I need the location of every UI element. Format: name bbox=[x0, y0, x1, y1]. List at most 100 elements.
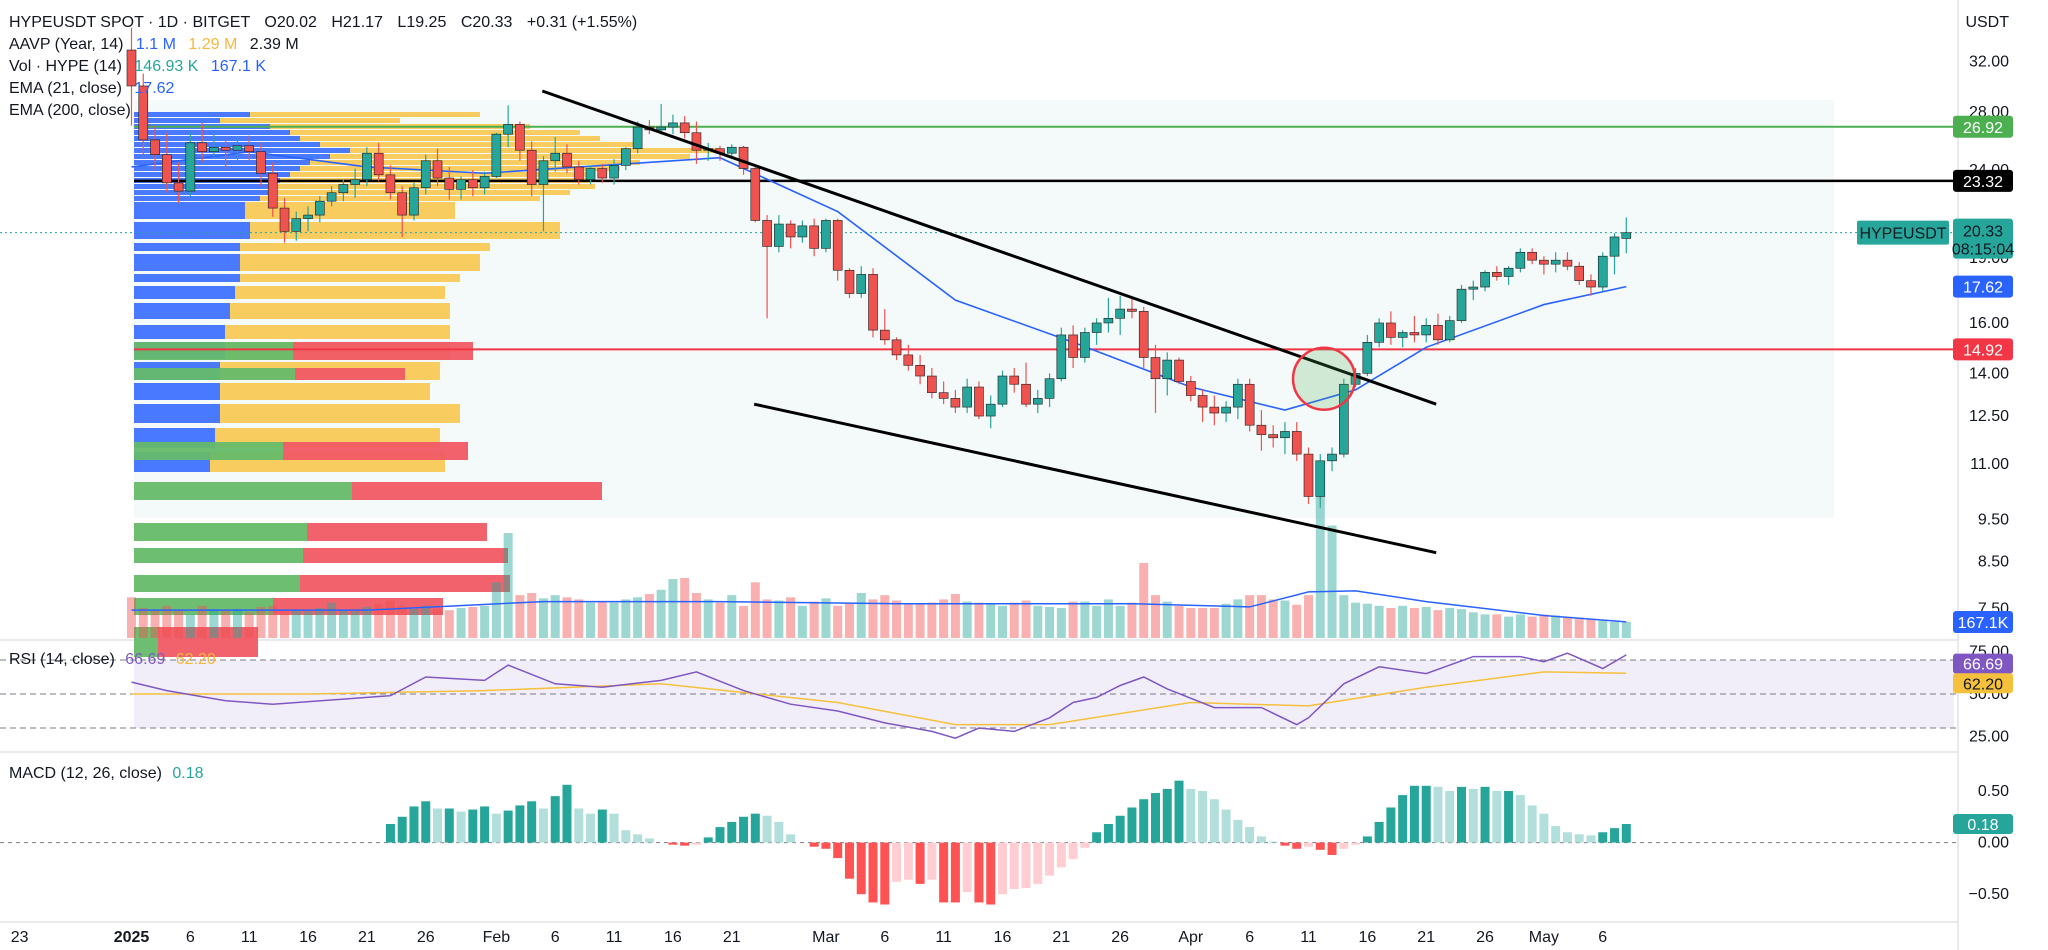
rsi-legend[interactable]: RSI (14, close) 66.69 62.20 bbox=[9, 651, 216, 669]
macd-histogram-bar bbox=[668, 842, 678, 845]
macd-histogram-bar bbox=[1068, 842, 1078, 860]
volume-bar bbox=[209, 609, 219, 638]
volume-bar bbox=[880, 595, 890, 638]
volume-bar bbox=[1256, 595, 1266, 638]
volume-bar bbox=[1457, 609, 1467, 638]
candle-body bbox=[503, 123, 513, 135]
candlesticks[interactable] bbox=[126, 27, 1632, 508]
tag-symbol-bg bbox=[1857, 220, 1949, 245]
candle-body bbox=[915, 365, 925, 377]
main-legend: HYPEUSDT SPOT · 1D · BITGET O20.02 H21.1… bbox=[9, 12, 637, 122]
volume-bar bbox=[1386, 608, 1396, 638]
candle-body bbox=[185, 142, 196, 192]
macd-histogram-bar bbox=[809, 842, 819, 847]
volume-bar bbox=[244, 612, 254, 638]
vp-bar-up bbox=[134, 142, 320, 147]
macd-legend[interactable]: MACD (12, 26, close) 0.18 bbox=[9, 765, 204, 783]
time-label: 11 bbox=[241, 929, 258, 946]
time-axis[interactable]: 23 2025 6 11 16 21 26 Feb 6 11 16 21 Mar 6 11 16 21 26 Apr… bbox=[11, 929, 1608, 946]
candle-body bbox=[1562, 259, 1573, 267]
candle-body bbox=[844, 269, 855, 294]
volume-bar bbox=[1315, 488, 1325, 638]
candle-body bbox=[1574, 265, 1585, 281]
volume-bar bbox=[1280, 600, 1290, 638]
volume-bar bbox=[1480, 614, 1490, 638]
aavp-value-total: 2.39 M bbox=[249, 36, 299, 53]
macd-histogram-bar bbox=[621, 830, 631, 843]
candle-body bbox=[809, 225, 819, 249]
macd-tick-label: −0.50 bbox=[1969, 886, 2010, 903]
vp-bar-up bbox=[134, 154, 330, 159]
volume-bar bbox=[1233, 599, 1243, 638]
macd-histogram-bar bbox=[903, 842, 913, 880]
candle-body bbox=[1221, 406, 1231, 414]
vp-bar-up bbox=[134, 254, 240, 271]
aavp-legend[interactable]: AAVP (Year, 14) 1.1 M 1.29 M 2.39 M bbox=[9, 34, 637, 56]
candle-body bbox=[1032, 398, 1043, 405]
time-label: 21 bbox=[358, 929, 376, 946]
vp-bar-up bbox=[134, 383, 220, 400]
symbol-title[interactable]: HYPEUSDT SPOT · 1D · BITGET bbox=[9, 14, 250, 31]
tag-macd-bg bbox=[1953, 814, 2013, 834]
volume-bar bbox=[385, 600, 395, 638]
volume-bar bbox=[1468, 612, 1478, 638]
trendlines[interactable] bbox=[541, 89, 1437, 555]
macd-histogram-bar bbox=[1621, 824, 1631, 843]
aavp-value-up: 1.1 M bbox=[135, 36, 176, 53]
volume-bar bbox=[1080, 601, 1090, 638]
volume-bar bbox=[1245, 595, 1255, 638]
macd-histogram-bar bbox=[527, 801, 537, 843]
rsi-ma-line bbox=[131, 671, 1627, 726]
volume-bar bbox=[997, 605, 1007, 638]
candle-body bbox=[1244, 383, 1255, 426]
macd-histogram-bar bbox=[915, 842, 925, 884]
candle-body bbox=[538, 160, 549, 185]
candle-body bbox=[1303, 453, 1314, 497]
ema21-legend[interactable]: EMA (21, close) 17.62 bbox=[9, 78, 637, 100]
vol-ma-value: 167.1 K bbox=[210, 58, 267, 75]
volume-bar bbox=[1268, 599, 1278, 638]
volume-bar bbox=[691, 593, 701, 638]
volume-pane bbox=[127, 488, 1631, 638]
candle-body bbox=[1421, 325, 1431, 336]
volume-bar bbox=[1115, 605, 1125, 638]
volume-bar bbox=[162, 605, 172, 638]
macd-histogram-bar bbox=[1045, 842, 1055, 876]
vp-bar-down bbox=[250, 222, 560, 239]
macd-histogram-bar bbox=[833, 842, 843, 859]
candle-body bbox=[515, 123, 525, 151]
volume-bar bbox=[809, 601, 819, 638]
macd-histogram-bar bbox=[1386, 807, 1396, 843]
vp-bar-up bbox=[134, 172, 290, 177]
candle-body bbox=[338, 184, 349, 194]
time-label: 26 bbox=[417, 929, 435, 946]
vol-legend[interactable]: Vol · HYPE (14) 146.93 K 167.1 K bbox=[9, 56, 637, 78]
time-label: 11 bbox=[1300, 929, 1317, 946]
candle-body bbox=[1409, 332, 1420, 336]
macd-histogram-bar bbox=[1339, 842, 1349, 849]
volume-bar bbox=[562, 597, 572, 638]
macd-histogram-bar bbox=[691, 842, 701, 845]
candle-body bbox=[385, 174, 396, 194]
volume-bar bbox=[1021, 600, 1031, 638]
candle-body bbox=[1327, 453, 1337, 462]
volume-bar bbox=[974, 602, 984, 638]
volume-bar bbox=[892, 600, 902, 638]
volume-bar bbox=[256, 606, 266, 638]
volume-bar bbox=[574, 599, 584, 638]
macd-histogram-bar bbox=[1056, 842, 1066, 868]
volume-bar bbox=[1374, 605, 1384, 638]
volume-bar bbox=[538, 598, 548, 638]
candle-body bbox=[726, 146, 737, 154]
vp-bar-down bbox=[250, 112, 480, 117]
volume-bar bbox=[1539, 614, 1549, 638]
vp-bar-down bbox=[230, 303, 450, 319]
ema200-legend[interactable]: EMA (200, close) bbox=[9, 100, 637, 122]
volume-bar bbox=[715, 602, 725, 638]
macd-histogram-bar bbox=[491, 813, 501, 843]
vp-bar-down bbox=[290, 130, 580, 135]
macd-histogram-bar bbox=[1256, 836, 1266, 843]
ema21-value: 17.62 bbox=[134, 80, 175, 97]
macd-histogram-bar bbox=[1421, 785, 1431, 843]
